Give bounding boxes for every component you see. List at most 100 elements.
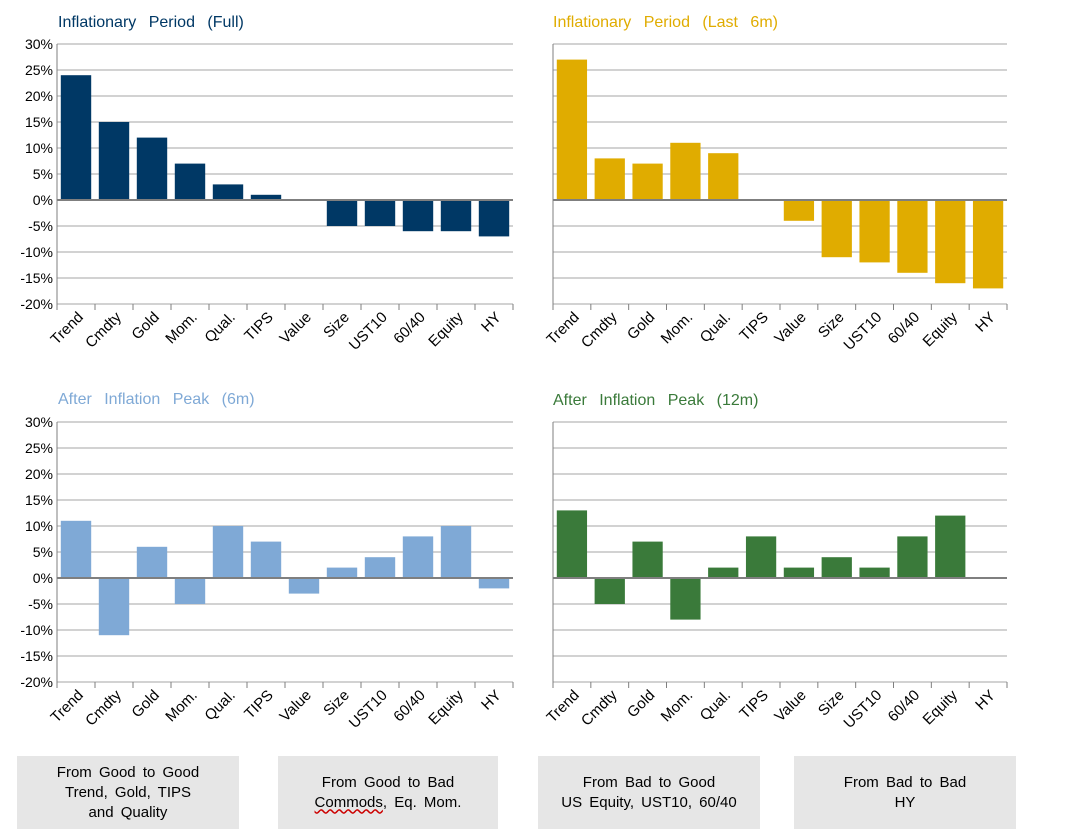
- bar-6040: [897, 200, 928, 273]
- bar-size: [821, 557, 852, 578]
- chart-title: Inflationary Period (Last 6m): [553, 14, 778, 31]
- y-tick-label: 10%: [25, 518, 53, 534]
- bar-gold: [136, 546, 168, 578]
- x-tick-label: Qual.: [201, 309, 238, 346]
- y-tick-label: 25%: [25, 62, 53, 78]
- box-line: From Good to Bad: [321, 773, 455, 791]
- bar-size: [326, 567, 358, 578]
- y-tick-label: -15%: [20, 648, 53, 664]
- chart-title: Inflationary Period (Full): [58, 14, 244, 31]
- x-tick-label: Equity: [425, 308, 467, 350]
- x-tick-label: Cmdty: [578, 308, 621, 351]
- x-tick-label: UST10: [346, 687, 391, 732]
- x-tick-label: Cmdty: [578, 686, 621, 729]
- x-tick-label: Qual.: [697, 687, 734, 724]
- bar-mom: [670, 578, 701, 620]
- box-line: Trend, Gold, TIPS: [64, 783, 192, 801]
- x-tick-label: Value: [771, 309, 809, 347]
- y-tick-label: 5%: [33, 544, 53, 560]
- x-tick-label: Value: [771, 687, 809, 725]
- y-tick-label: -5%: [28, 596, 53, 612]
- y-tick-label: 10%: [25, 140, 53, 156]
- x-tick-label: TIPS: [241, 687, 277, 723]
- y-tick-label: -10%: [20, 622, 53, 638]
- y-tick-label: -20%: [20, 296, 53, 312]
- x-tick-label: Mom.: [162, 309, 201, 348]
- x-tick-label: HY: [972, 687, 999, 714]
- bar-hy: [972, 200, 1004, 289]
- chart-title: After Inflation Peak (12m): [553, 392, 758, 409]
- bar-gold: [632, 163, 663, 200]
- x-tick-label: HY: [478, 687, 505, 714]
- box-line: From Bad to Good: [582, 773, 716, 791]
- x-tick-label: Gold: [128, 309, 162, 343]
- box-line: US Equity, UST10, 60/40: [561, 793, 737, 811]
- bar-mom: [174, 163, 206, 200]
- x-tick-label: Mom.: [162, 687, 201, 726]
- x-tick-label: TIPS: [241, 309, 277, 345]
- bar-value: [783, 567, 815, 578]
- misspelled-word: Commods: [314, 793, 383, 811]
- y-tick-label: 15%: [25, 492, 53, 508]
- x-tick-label: Gold: [624, 309, 658, 343]
- bar-trend: [556, 510, 588, 578]
- bar-hy: [478, 200, 510, 237]
- chart-inflationary-full: Inflationary Period (Full) -20% -15% -10% -5…: [20, 14, 514, 354]
- chart-after-peak-6m: After Inflation Peak (6m) -20% -15% -10% -5%…: [20, 391, 514, 732]
- y-tick-label: 15%: [25, 114, 53, 130]
- x-tick-label: Size: [320, 687, 353, 720]
- x-tick-label: Gold: [128, 687, 162, 721]
- bar-equity: [440, 200, 472, 232]
- summary-box-bad-to-bad: From Bad to Bad HY: [794, 756, 1016, 829]
- bar-cmdty: [594, 578, 625, 604]
- x-tick-label: Size: [815, 309, 848, 342]
- x-tick-label: Size: [815, 687, 848, 720]
- y-tick-label: -15%: [20, 270, 53, 286]
- bar-6040: [402, 200, 434, 232]
- y-tick-label: 0%: [33, 570, 53, 586]
- bar-qual: [212, 526, 244, 578]
- x-tick-label: Qual.: [697, 309, 734, 346]
- bar-hy: [478, 578, 510, 589]
- bar-mom: [174, 578, 206, 604]
- bar-ust10: [859, 200, 890, 263]
- bar-tips: [250, 541, 282, 578]
- bar-6040: [897, 536, 928, 578]
- x-tick-label: Qual.: [201, 687, 238, 724]
- bar-value: [288, 578, 320, 594]
- bar-equity: [935, 200, 966, 284]
- bar-trend: [60, 75, 92, 200]
- x-tick-label: Trend: [47, 309, 86, 348]
- x-tick-label: Cmdty: [82, 686, 125, 729]
- y-tick-label: 20%: [25, 88, 53, 104]
- bar-cmdty: [98, 122, 130, 200]
- bar-tips: [745, 536, 777, 578]
- bar-cmdty: [594, 158, 625, 200]
- x-tick-label: Equity: [425, 686, 467, 728]
- summary-box-bad-to-good: From Bad to Good US Equity, UST10, 60/40: [538, 756, 760, 829]
- y-tick-label: 25%: [25, 440, 53, 456]
- summary-box-good-to-bad: From Good to Bad Commods, Eq. Mom.: [278, 756, 498, 829]
- bar-equity: [935, 515, 966, 578]
- y-tick-label: -20%: [20, 674, 53, 690]
- bar-equity: [440, 526, 472, 578]
- bar-qual: [708, 153, 739, 200]
- x-tick-label: Mom.: [658, 687, 697, 726]
- bar-size: [821, 200, 852, 258]
- bar-qual: [708, 567, 739, 578]
- x-tick-label: 60/40: [885, 687, 924, 726]
- chart-title: After Inflation Peak (6m): [58, 391, 255, 408]
- y-tick-label: -5%: [28, 218, 53, 234]
- x-tick-label: HY: [972, 309, 999, 336]
- bar-ust10: [859, 567, 890, 578]
- summary-box-good-to-good: From Good to Good Trend, Gold, TIPS and …: [17, 756, 239, 829]
- x-tick-label: Equity: [920, 686, 962, 728]
- x-tick-label: 60/40: [390, 687, 429, 726]
- bar-size: [326, 200, 358, 226]
- bar-mom: [670, 142, 701, 200]
- bar-cmdty: [98, 578, 130, 636]
- x-tick-label: Trend: [543, 687, 582, 726]
- x-tick-label: TIPS: [736, 309, 772, 345]
